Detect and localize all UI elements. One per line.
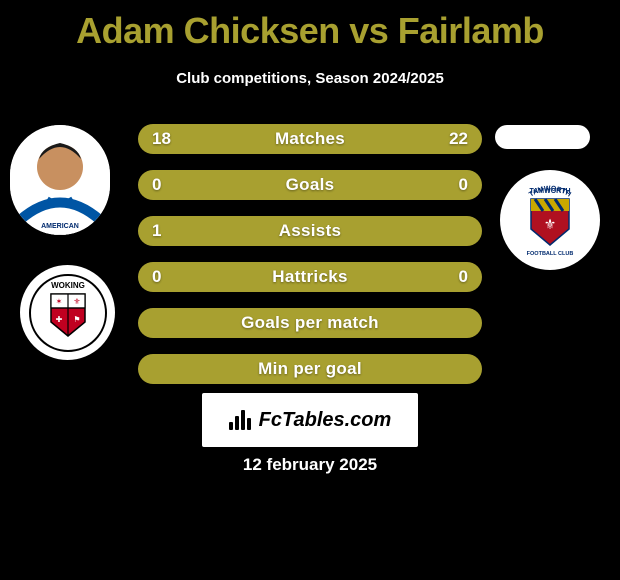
stat-label: Assists (279, 221, 342, 241)
stat-label: Matches (275, 129, 345, 149)
svg-text:✚: ✚ (55, 315, 62, 324)
subtitle: Club competitions, Season 2024/2025 (0, 70, 620, 87)
stat-label: Goals (286, 175, 335, 195)
svg-text:✶: ✶ (55, 297, 62, 306)
player-left-club-badge: WOKING ✶ ⚜ ✚ ⚑ (20, 265, 115, 360)
tamworth-crest-svg: TAMWORTH TAMWORTH FOOTBALL CLUB ⚜ (509, 179, 591, 261)
svg-text:⚑: ⚑ (73, 315, 80, 324)
stat-row-goals: 0 Goals 0 (138, 170, 482, 200)
fctables-logo: FcTables.com (202, 393, 418, 447)
stat-left-value: 18 (152, 129, 171, 149)
woking-crest-svg: WOKING ✶ ⚜ ✚ ⚑ (29, 274, 107, 352)
page-title: Adam Chicksen vs Fairlamb (0, 0, 620, 52)
stat-left-value: 0 (152, 175, 161, 195)
stat-label: Goals per match (241, 313, 379, 333)
date-text: 12 february 2025 (243, 455, 377, 475)
stat-label: Min per goal (258, 359, 362, 379)
stat-left-value: 0 (152, 267, 161, 287)
svg-text:AMERICAN: AMERICAN (41, 223, 79, 230)
player-left-photo-svg: AMERICAN (10, 125, 110, 235)
stat-row-mpg: Min per goal (138, 354, 482, 384)
stat-row-hattricks: 0 Hattricks 0 (138, 262, 482, 292)
stat-row-gpm: Goals per match (138, 308, 482, 338)
stat-row-matches: 18 Matches 22 (138, 124, 482, 154)
stat-left-value: 1 (152, 221, 161, 241)
logo-bars-icon (229, 410, 253, 430)
svg-text:FOOTBALL CLUB: FOOTBALL CLUB (527, 251, 574, 257)
stat-right-value: 22 (449, 129, 468, 149)
svg-text:TAMWORTH: TAMWORTH (529, 188, 570, 195)
logo-text: FcTables.com (259, 409, 392, 432)
stat-right-value: 0 (459, 267, 468, 287)
stat-row-assists: 1 Assists (138, 216, 482, 246)
player-right-pill (495, 125, 590, 149)
stats-container: 18 Matches 22 0 Goals 0 1 Assists 0 Hatt… (138, 124, 482, 400)
svg-text:⚜: ⚜ (544, 216, 557, 232)
player-right-club-badge: TAMWORTH TAMWORTH FOOTBALL CLUB ⚜ (500, 170, 600, 270)
stat-label: Hattricks (272, 267, 347, 287)
stat-right-value: 0 (459, 175, 468, 195)
svg-text:WOKING: WOKING (51, 281, 85, 290)
player-left-photo: AMERICAN (10, 125, 110, 235)
svg-text:⚜: ⚜ (73, 297, 80, 306)
